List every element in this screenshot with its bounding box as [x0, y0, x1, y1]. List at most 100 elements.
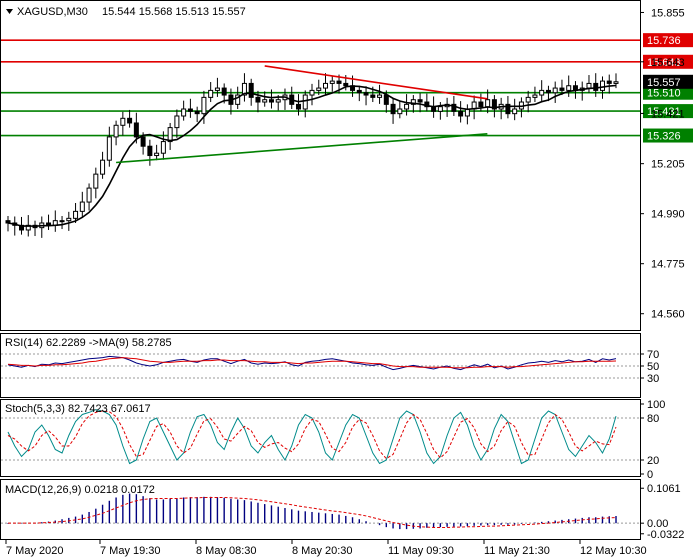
- candle[interactable]: [491, 95, 497, 118]
- candle[interactable]: [268, 89, 274, 109]
- candle[interactable]: [498, 97, 504, 120]
- x-tick-label: 11 May 09:30: [388, 545, 454, 557]
- indicator-tick-label: 80: [647, 413, 659, 425]
- candle[interactable]: [79, 191, 85, 218]
- candle[interactable]: [12, 216, 18, 236]
- candle[interactable]: [586, 75, 592, 93]
- candle[interactable]: [214, 77, 220, 97]
- indicator-tick-label: 20: [647, 455, 659, 467]
- candle[interactable]: [127, 109, 133, 128]
- candle[interactable]: [377, 84, 383, 104]
- candles[interactable]: [5, 73, 619, 238]
- trendlines[interactable]: [116, 65, 488, 164]
- candle[interactable]: [147, 139, 153, 166]
- candle[interactable]: [593, 73, 599, 97]
- candle-body: [241, 82, 247, 96]
- candle[interactable]: [464, 104, 470, 125]
- candle[interactable]: [100, 151, 106, 179]
- candle[interactable]: [532, 86, 538, 103]
- y-tick-label: 14.560: [651, 309, 685, 321]
- candle[interactable]: [181, 100, 187, 121]
- candle-body: [120, 117, 126, 126]
- level-price-label: 15.510: [647, 88, 681, 100]
- indicator-tick-label: 0.00: [647, 518, 668, 530]
- candle[interactable]: [282, 88, 288, 110]
- candle[interactable]: [545, 85, 551, 102]
- candle[interactable]: [356, 85, 362, 102]
- candle[interactable]: [363, 86, 369, 106]
- x-tick-label: 12 May 10:30: [580, 545, 647, 557]
- candle[interactable]: [552, 81, 558, 103]
- candle[interactable]: [248, 78, 254, 106]
- candle[interactable]: [606, 74, 612, 94]
- candle[interactable]: [512, 98, 518, 121]
- candle[interactable]: [559, 79, 565, 96]
- candle[interactable]: [262, 91, 268, 107]
- candle[interactable]: [437, 102, 443, 120]
- candle[interactable]: [323, 73, 329, 95]
- candle[interactable]: [208, 82, 214, 103]
- candle[interactable]: [566, 75, 572, 97]
- candle[interactable]: [133, 112, 139, 144]
- candle[interactable]: [52, 210, 58, 232]
- level-price-label: 15.736: [647, 35, 681, 47]
- candle[interactable]: [39, 216, 45, 238]
- candle[interactable]: [160, 131, 166, 160]
- candle[interactable]: [73, 202, 79, 223]
- candle-body: [491, 99, 497, 110]
- candle-body: [545, 89, 551, 94]
- trendline[interactable]: [264, 65, 488, 100]
- price-axis: 15.736 15.643 15.510 15.431 15.326 15.855 15.6…: [640, 7, 693, 321]
- candle[interactable]: [86, 183, 92, 211]
- candle[interactable]: [154, 144, 160, 161]
- candle[interactable]: [404, 94, 410, 116]
- indicator-tick-label: 0: [647, 469, 653, 481]
- dropdown-triangle-icon[interactable]: [6, 9, 13, 14]
- candle[interactable]: [329, 76, 335, 92]
- macd-panel-frame: [0, 479, 641, 540]
- candle-body: [194, 110, 200, 115]
- candle-body: [397, 108, 403, 115]
- candle[interactable]: [32, 220, 38, 237]
- stoch-series-line: [7, 410, 617, 460]
- candle[interactable]: [187, 98, 193, 118]
- candle[interactable]: [295, 94, 301, 116]
- candle[interactable]: [471, 95, 477, 120]
- candle[interactable]: [458, 101, 464, 123]
- candle[interactable]: [397, 100, 403, 119]
- candle[interactable]: [316, 79, 322, 96]
- candle[interactable]: [194, 106, 200, 123]
- candle[interactable]: [46, 214, 52, 230]
- candle-body: [437, 106, 443, 112]
- candle[interactable]: [93, 167, 99, 199]
- candle-body: [356, 89, 362, 94]
- candle[interactable]: [302, 90, 308, 118]
- candle[interactable]: [289, 86, 295, 110]
- candle[interactable]: [167, 122, 173, 150]
- candle[interactable]: [113, 120, 119, 146]
- candle[interactable]: [201, 90, 207, 124]
- candle[interactable]: [174, 109, 180, 138]
- candle[interactable]: [309, 83, 315, 106]
- stoch-panel-frame: [0, 399, 641, 477]
- candle[interactable]: [390, 97, 396, 124]
- candle[interactable]: [539, 80, 545, 102]
- candle[interactable]: [417, 93, 423, 113]
- candle-body: [248, 82, 254, 98]
- candle[interactable]: [66, 211, 72, 231]
- candle-body: [167, 127, 173, 143]
- level-price-label: 15.431: [647, 106, 681, 118]
- candle[interactable]: [525, 90, 531, 113]
- candle[interactable]: [120, 111, 126, 136]
- trendline[interactable]: [116, 133, 488, 164]
- candle-body: [309, 89, 315, 96]
- candle[interactable]: [444, 97, 450, 117]
- candle-body: [100, 159, 106, 175]
- candle[interactable]: [518, 97, 524, 118]
- candle[interactable]: [106, 126, 112, 167]
- candle[interactable]: [424, 93, 430, 112]
- candle[interactable]: [59, 216, 65, 230]
- candle[interactable]: [579, 81, 585, 101]
- candle[interactable]: [241, 73, 247, 102]
